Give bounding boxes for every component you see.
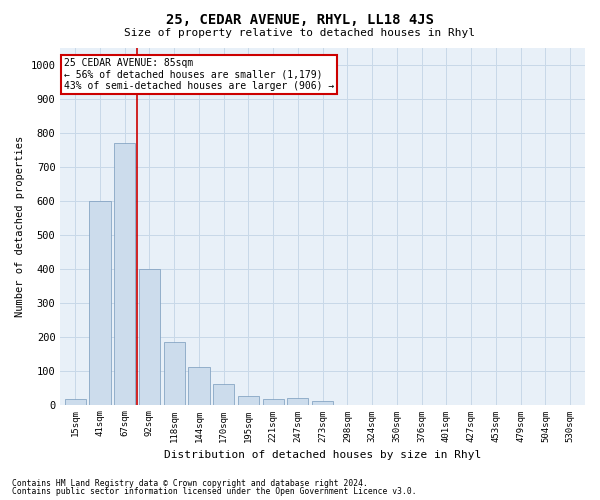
Text: Contains HM Land Registry data © Crown copyright and database right 2024.: Contains HM Land Registry data © Crown c… <box>12 478 368 488</box>
Text: 25 CEDAR AVENUE: 85sqm
← 56% of detached houses are smaller (1,179)
43% of semi-: 25 CEDAR AVENUE: 85sqm ← 56% of detached… <box>64 58 334 91</box>
Bar <box>312 401 333 404</box>
Bar <box>65 400 86 404</box>
Bar <box>287 398 308 404</box>
Text: Size of property relative to detached houses in Rhyl: Size of property relative to detached ho… <box>125 28 476 38</box>
Bar <box>213 384 234 404</box>
Y-axis label: Number of detached properties: Number of detached properties <box>15 136 25 316</box>
Bar <box>238 396 259 404</box>
Text: Contains public sector information licensed under the Open Government Licence v3: Contains public sector information licen… <box>12 487 416 496</box>
Bar <box>89 200 110 404</box>
Bar <box>263 400 284 404</box>
Bar <box>139 268 160 404</box>
X-axis label: Distribution of detached houses by size in Rhyl: Distribution of detached houses by size … <box>164 450 481 460</box>
Bar <box>188 367 209 405</box>
Bar <box>164 342 185 404</box>
Text: 25, CEDAR AVENUE, RHYL, LL18 4JS: 25, CEDAR AVENUE, RHYL, LL18 4JS <box>166 12 434 26</box>
Bar <box>114 142 135 404</box>
